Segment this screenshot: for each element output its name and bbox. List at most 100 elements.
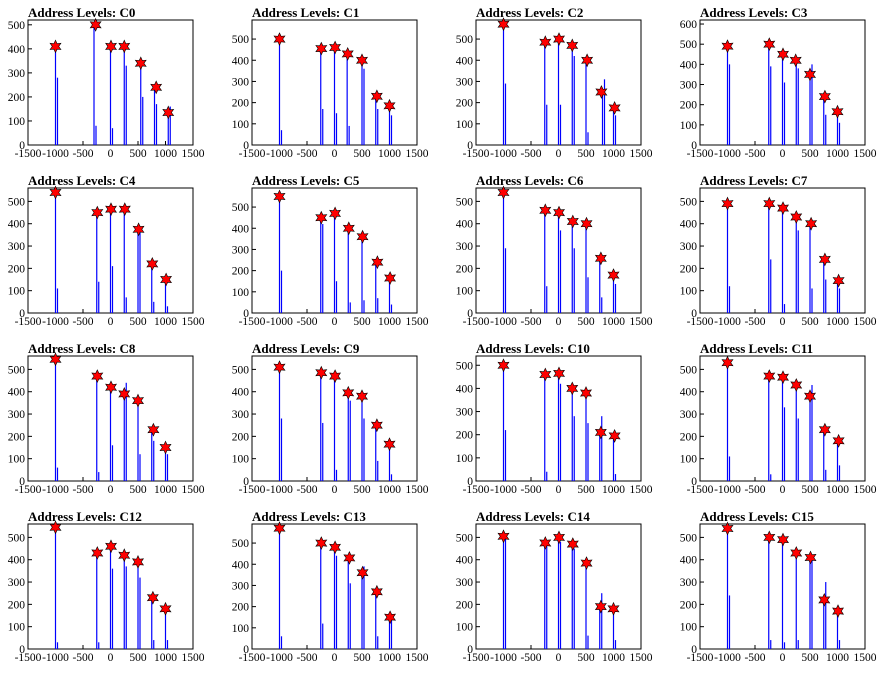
x-tick-label: 0	[332, 484, 338, 496]
x-tick-label: -500	[72, 316, 93, 328]
y-tick-label: 300	[456, 577, 474, 589]
x-tick-label: -1500	[463, 652, 490, 664]
x-tick-label: 500	[801, 316, 819, 328]
peak-marker	[341, 46, 354, 61]
peak-marker	[553, 205, 566, 220]
y-tick-label: 100	[680, 286, 698, 298]
x-tick-label: 1000	[378, 148, 401, 160]
x-tick-label: 500	[129, 484, 147, 496]
x-tick-label: 1500	[630, 484, 653, 496]
x-tick-label: -1000	[714, 652, 741, 664]
peak-marker	[777, 370, 789, 385]
peak-marker	[763, 530, 776, 545]
panel-title: Address Levels: C8	[28, 341, 136, 356]
y-tick-label: 0	[243, 140, 249, 152]
x-tick-label: 0	[556, 316, 562, 328]
y-tick-label: 100	[456, 119, 474, 131]
peak-marker	[315, 210, 328, 225]
peak-marker	[832, 433, 845, 448]
y-tick-label: 100	[232, 623, 250, 635]
peak-marker	[721, 196, 734, 211]
x-tick-label: -1500	[687, 652, 714, 664]
y-tick-label: 600	[680, 19, 698, 31]
y-tick-label: 100	[456, 622, 474, 634]
x-tick-label: -1500	[239, 484, 266, 496]
y-tick-label: 400	[456, 555, 474, 567]
y-tick-label: 300	[456, 407, 474, 419]
y-tick-label: 100	[8, 286, 26, 298]
x-tick-label: 1500	[406, 652, 429, 664]
x-tick-label: 500	[129, 316, 147, 328]
peak-marker	[803, 67, 817, 82]
panel-c11: Address Levels: C11 0 100 200 300 400 500 -1500…	[680, 341, 877, 496]
x-tick-label: 500	[129, 148, 147, 160]
x-tick-label: 1000	[378, 484, 401, 496]
x-tick-label: 500	[353, 652, 371, 664]
x-tick-label: -1000	[42, 484, 69, 496]
panel-c5: Address Levels: C50100200300400500-1500-…	[232, 173, 429, 328]
y-tick-label: 400	[232, 387, 250, 399]
peak-marker	[356, 565, 369, 580]
y-tick-label: 500	[456, 360, 474, 372]
peak-marker	[118, 386, 131, 401]
x-tick-label: 1500	[406, 316, 429, 328]
peak-marker	[49, 520, 62, 535]
y-tick-label: 500	[680, 39, 698, 51]
peak-marker	[594, 599, 607, 614]
y-tick-label: 0	[467, 140, 473, 152]
panel-title: Address Levels: C0	[28, 5, 135, 20]
x-tick-label: 0	[780, 316, 786, 328]
peak-marker	[105, 202, 117, 217]
x-tick-label: -1500	[15, 652, 42, 664]
x-tick-label: -500	[296, 484, 317, 496]
peak-marker	[777, 201, 789, 216]
peak-marker	[803, 389, 817, 404]
y-tick-label: 300	[680, 409, 698, 421]
x-tick-label: 1500	[406, 484, 429, 496]
x-tick-label: -1000	[490, 148, 517, 160]
y-tick-label: 200	[8, 92, 26, 104]
x-tick-label: -1500	[239, 316, 266, 328]
y-tick-label: 500	[232, 34, 250, 46]
peak-marker	[355, 53, 369, 68]
x-tick-label: 1000	[602, 148, 625, 160]
y-tick-label: 300	[8, 577, 26, 589]
x-tick-label: 0	[556, 652, 562, 664]
peak-marker	[539, 35, 552, 50]
y-tick-label: 0	[19, 644, 25, 656]
y-tick-label: 100	[232, 119, 250, 131]
peak-marker	[370, 418, 383, 433]
y-tick-label: 400	[8, 387, 26, 399]
y-tick-label: 300	[232, 76, 250, 88]
peak-marker	[804, 550, 817, 565]
peak-marker	[49, 352, 62, 367]
peak-marker	[329, 40, 342, 55]
peak-marker	[497, 17, 510, 32]
peak-marker	[553, 530, 565, 545]
peak-marker	[134, 56, 147, 71]
peak-marker	[818, 252, 831, 267]
peak-marker	[580, 556, 593, 571]
peak-marker	[146, 256, 159, 271]
y-tick-label: 0	[691, 644, 697, 656]
y-tick-label: 0	[467, 476, 473, 488]
y-tick-label: 100	[456, 286, 474, 298]
panel-c6: Address Levels: C60100200300400500-1500-…	[456, 173, 653, 328]
x-tick-label: -500	[296, 652, 317, 664]
y-tick-label: 0	[243, 308, 249, 320]
y-tick-label: 500	[456, 196, 474, 208]
peak-marker	[581, 53, 594, 68]
peak-marker	[580, 216, 593, 231]
y-tick-label: 100	[456, 453, 474, 465]
panel-title: Address Levels: C5	[252, 173, 360, 188]
panel-c0: Address Levels: C00100200300400500-1500-…	[8, 5, 205, 160]
peak-marker	[329, 369, 341, 383]
x-tick-label: -1000	[42, 652, 69, 664]
y-tick-label: 400	[456, 383, 474, 395]
y-tick-label: 0	[19, 476, 25, 488]
peak-marker	[159, 601, 172, 616]
panel-c1: Address Levels: C10100200300400500-1500-…	[232, 5, 429, 160]
y-tick-label: 200	[456, 98, 474, 110]
x-tick-label: -1500	[15, 316, 42, 328]
